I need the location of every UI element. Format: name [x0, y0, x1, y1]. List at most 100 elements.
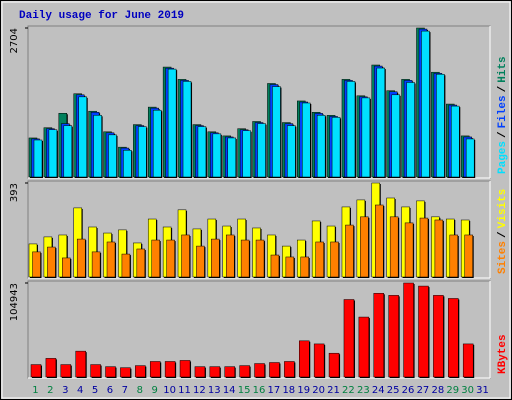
bar [388, 295, 399, 378]
bar [225, 234, 235, 278]
x-tick-label: 17 [268, 385, 281, 396]
legend-entry: Pages [497, 141, 509, 174]
x-tick-label: 9 [151, 385, 157, 396]
bar [269, 362, 280, 378]
bar [93, 115, 102, 178]
x-tick-label: 18 [282, 385, 295, 396]
bar [285, 256, 295, 278]
x-tick-label: 26 [402, 385, 415, 396]
bar [451, 105, 460, 178]
bar [391, 94, 400, 178]
y-tick-label: 393 [9, 183, 20, 202]
bar [403, 282, 414, 378]
bar [151, 239, 160, 278]
bar [78, 96, 87, 178]
bar [197, 126, 207, 178]
bar [30, 364, 42, 378]
bar [62, 257, 71, 278]
bar [419, 217, 429, 278]
legend-separator: / [497, 231, 509, 238]
bar [330, 241, 339, 278]
y-tick-label: 2704 [9, 28, 20, 53]
bar [270, 254, 280, 278]
x-tick-label: 8 [137, 385, 143, 396]
legend: KBytes [497, 334, 509, 374]
x-tick-label: 15 [238, 385, 251, 396]
x-tick-label: 30 [461, 385, 474, 396]
bar [166, 239, 175, 278]
bar [375, 204, 384, 278]
bar [255, 239, 265, 278]
x-tick-label: 4 [77, 385, 83, 396]
bar [138, 126, 147, 178]
bar [135, 365, 146, 378]
x-tick-label: 13 [208, 385, 221, 396]
bar [343, 299, 355, 378]
bar [224, 366, 235, 378]
bar [331, 117, 341, 178]
bar [149, 361, 161, 378]
bar [316, 115, 326, 178]
legend-entry: Sites [497, 241, 509, 274]
bar [315, 241, 324, 278]
bar [421, 30, 430, 178]
x-tick-label: 31 [476, 385, 489, 396]
bar [211, 238, 220, 278]
bar [121, 253, 131, 278]
bar [76, 238, 86, 278]
x-tick-label: 1 [32, 385, 38, 396]
bar [464, 234, 473, 278]
bar [108, 134, 117, 178]
x-tick-label: 23 [357, 385, 370, 396]
bar [63, 125, 73, 178]
bar [212, 133, 222, 178]
bar [120, 367, 131, 378]
chart-title: Daily usage for June 2019 [19, 10, 184, 22]
bar [389, 216, 399, 278]
bar [48, 129, 58, 178]
bar [376, 67, 386, 178]
legend-entry: Hits [497, 56, 509, 82]
x-tick-label: 27 [417, 385, 430, 396]
x-tick-label: 20 [312, 385, 325, 396]
bar [418, 285, 429, 378]
bar [123, 150, 132, 178]
x-tick-label: 10 [163, 385, 176, 396]
bar [449, 234, 459, 278]
bar [136, 248, 146, 278]
bar [239, 365, 250, 378]
bar [299, 340, 310, 378]
x-tick-label: 28 [431, 385, 444, 396]
bar [242, 130, 251, 178]
y-tick-label: 104943 [9, 283, 20, 321]
bar [462, 343, 474, 378]
bar [33, 139, 43, 178]
x-tick-label: 12 [193, 385, 206, 396]
bar [287, 125, 296, 178]
bar [45, 358, 57, 378]
bar [179, 360, 191, 378]
legend-entry: KBytes [497, 334, 509, 374]
bar [196, 245, 205, 278]
bar [313, 343, 325, 378]
legend-separator: / [497, 131, 509, 138]
bar [361, 97, 371, 178]
legend-separator: / [497, 85, 509, 92]
bar [240, 239, 250, 278]
bar [209, 366, 221, 378]
x-tick-label: 16 [253, 385, 266, 396]
bar [448, 298, 459, 378]
bar [32, 251, 41, 278]
bar [433, 295, 444, 378]
bar [152, 109, 162, 178]
bar [91, 251, 101, 278]
legend: Sites / Visits [497, 189, 509, 274]
bar [106, 241, 116, 278]
x-tick-label: 6 [107, 385, 113, 396]
bar [284, 361, 295, 378]
bar [272, 86, 281, 178]
x-tick-label: 24 [372, 385, 385, 396]
